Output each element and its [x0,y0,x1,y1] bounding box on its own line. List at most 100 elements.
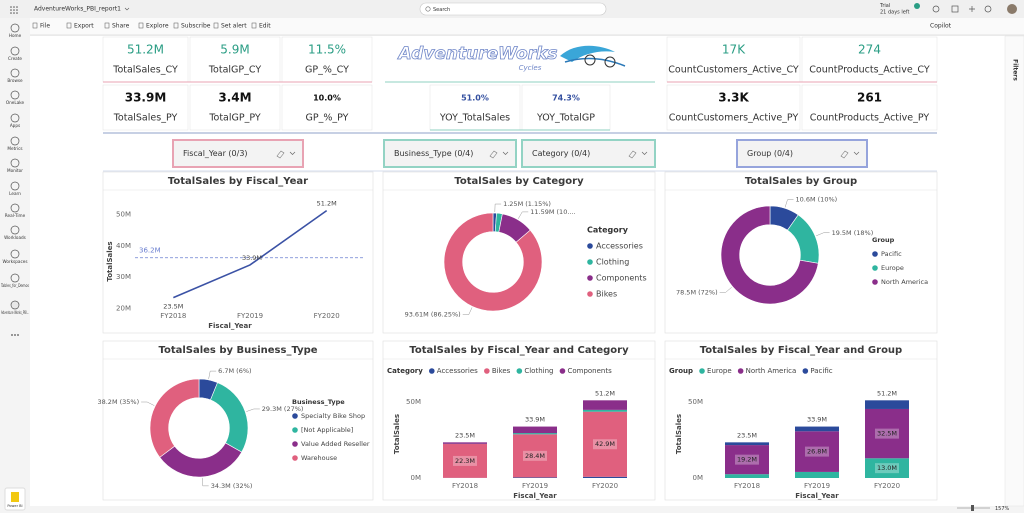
slicer-eraser[interactable] [840,150,849,159]
x-tick-label: FY2020 [592,482,618,490]
legend-label: Value Added Reseller [301,440,370,448]
card-label: YOY_TotalSales [439,113,510,124]
slicer-chevron[interactable] [289,151,296,155]
nav-item[interactable]: Metrics [7,146,22,151]
slicer-eraser[interactable] [489,150,498,159]
data-label-box [523,450,547,461]
slicer-label[interactable]: Business_Type (0/4) [394,149,473,158]
x-tick-label: FY2018 [160,312,186,320]
nav-icon [10,158,20,168]
slicer-label[interactable]: Fiscal_Year (0/3) [183,149,248,158]
card-label: TotalSales_PY [113,113,178,124]
data-label: 10.6M (10%) [796,196,838,204]
avatar[interactable] [1007,4,1017,14]
copilot-button[interactable]: Copilot [930,23,952,30]
product-name[interactable]: Power BI [7,504,22,508]
menu-item[interactable]: Share [112,23,130,30]
leader-line [816,232,830,237]
more-icon[interactable] [11,334,19,336]
slicer-label[interactable]: Category (0/4) [532,149,590,158]
legend-swatch [699,368,705,374]
y-axis-title: TotalSales [675,414,683,454]
nav-item[interactable]: Workloads [4,235,26,240]
search-box[interactable] [419,2,607,16]
menu-item[interactable]: File [40,23,50,30]
nav-item[interactable]: Tables_for_Demos [0,283,29,288]
card-label: CountProducts_Active_CY [809,65,930,76]
legend-label: Pacific [810,367,832,375]
legend-title: Category [587,226,629,235]
nav-item[interactable]: Workspaces [2,259,27,264]
y-tick-label: 30M [116,273,131,281]
filters-pane-label[interactable]: Filters [1012,59,1019,81]
slicer-eraser[interactable] [628,150,637,159]
slicer[interactable] [736,139,868,168]
search-placeholder[interactable]: Search [433,7,450,13]
chart-title: TotalSales by Fiscal_Year and Group [700,345,902,356]
legend-swatch [802,368,809,374]
leader-line [494,203,502,213]
search-icon [425,6,431,12]
nav-item[interactable]: OneLake [6,100,25,105]
x-tick-label: FY2020 [874,482,900,490]
nav-item[interactable]: Browse [7,78,23,83]
chart-panel [382,171,656,334]
data-label-box [805,446,829,457]
menu-item[interactable]: Explore [146,23,169,30]
card-label: CountProducts_Active_PY [810,113,930,124]
line-series [173,209,328,299]
leader-line [208,370,217,379]
zoom-thumb[interactable] [971,505,974,511]
x-axis-title: Fiscal_Year [208,322,252,330]
menu-item[interactable]: Subscribe [181,23,211,30]
x-tick-label: FY2019 [237,312,263,320]
slicer-chevron[interactable] [502,151,509,155]
slicer-chevron[interactable] [853,151,860,155]
legend-swatch [872,265,878,271]
slicer[interactable] [383,139,517,168]
legend-swatch [292,413,298,419]
zoom-level[interactable]: 157% [995,506,1010,512]
waffle-icon[interactable] [10,6,18,14]
legend-swatch [587,243,593,249]
card-label: CountCustomers_Active_PY [669,113,799,124]
nav-item[interactable]: Apps [10,123,20,128]
bar-segment [583,476,627,478]
menu-item[interactable]: Set alert [221,23,247,30]
menu-item[interactable]: Edit [259,23,271,30]
slicer[interactable] [172,139,304,168]
card [102,36,189,83]
notification-badge[interactable] [914,3,920,9]
nav-item[interactable]: Adventure Works_PBI... [1,310,29,315]
card [666,84,801,131]
y-tick-label: 0M [411,474,422,482]
legend-swatch [516,368,523,374]
leader-line [141,401,155,406]
data-label: 6.7M (6%) [218,367,251,375]
y-axis-title: TotalSales [393,414,401,454]
donut-slice [149,378,200,458]
chevron [124,7,130,11]
nav-item[interactable]: Create [8,56,22,61]
legend-label: Accessories [596,242,643,251]
app-title[interactable]: AdventureWorks_PBI_report1 [34,6,121,13]
chart-title: TotalSales by Group [745,176,857,187]
x-axis-title: Fiscal_Year [513,492,557,500]
data-label: 78.5M (72%) [676,288,718,296]
product-logo [11,492,19,502]
nav-item[interactable]: Learn [9,191,21,196]
legend-swatch [587,291,593,297]
data-label: 33.9M [242,254,262,262]
menu-item[interactable]: Export [74,23,94,30]
nav-item[interactable]: Monitor [7,168,23,173]
filters-pane[interactable] [1004,35,1024,507]
nav-item[interactable]: Home [9,33,22,38]
slicer-eraser[interactable] [276,150,285,159]
toolbar-icons[interactable] [932,5,992,13]
slicer[interactable] [521,139,656,168]
nav-item[interactable]: Real-Time [5,213,26,218]
slicer-chevron[interactable] [641,151,648,155]
slicer-label[interactable]: Group (0/4) [747,149,793,158]
